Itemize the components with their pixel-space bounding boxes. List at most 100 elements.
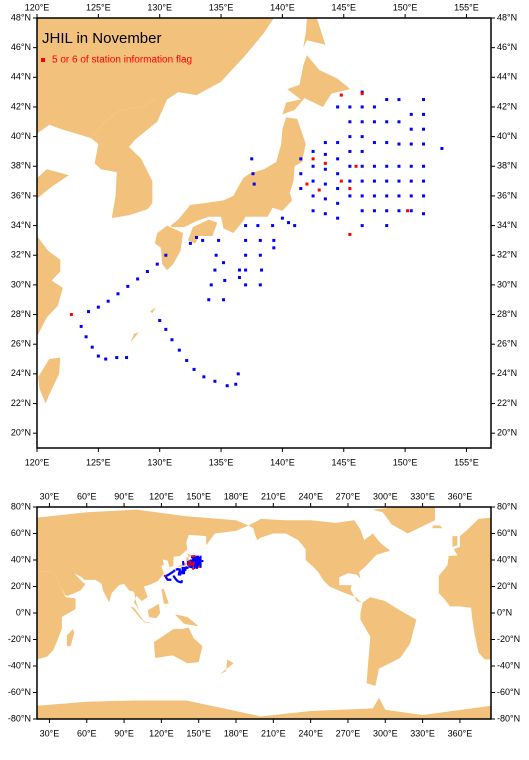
station-point — [190, 559, 193, 562]
station-point — [323, 152, 327, 156]
station-point — [175, 568, 178, 571]
x-tick-label: 240°E — [298, 491, 323, 501]
station-point — [225, 384, 229, 388]
y-tick-label: -20°N — [497, 634, 520, 644]
x-tick-label: 125°E — [86, 457, 111, 467]
station-point — [339, 93, 343, 97]
station-point — [280, 216, 284, 220]
y-tick-label: 40°N — [11, 554, 31, 564]
y-tick-label: 30°N — [11, 279, 31, 289]
station-point — [385, 120, 389, 124]
land — [37, 509, 249, 612]
station-point — [199, 557, 202, 560]
land — [37, 697, 491, 719]
station-point — [195, 555, 198, 558]
station-point — [339, 179, 343, 183]
station-point — [197, 564, 200, 567]
x-tick-label: 360°E — [448, 728, 473, 738]
y-tick-label: 38°N — [11, 161, 31, 171]
station-point — [323, 161, 327, 165]
station-point — [397, 164, 401, 168]
station-point — [179, 573, 182, 576]
station-point — [193, 557, 196, 560]
x-tick-label: 240°E — [298, 728, 323, 738]
station-point — [440, 146, 444, 150]
station-point — [348, 164, 352, 168]
station-point — [84, 335, 88, 339]
station-point — [360, 179, 364, 183]
station-point — [189, 559, 192, 562]
station-point — [197, 565, 200, 568]
y-tick-label: 30°N — [497, 279, 517, 289]
station-point — [195, 557, 198, 560]
y-tick-label: 0°N — [16, 607, 31, 617]
station-point — [237, 275, 241, 279]
y-tick-label: 36°N — [497, 190, 517, 200]
station-point — [260, 268, 264, 272]
station-point — [385, 141, 389, 145]
station-point — [197, 559, 200, 562]
land — [161, 589, 169, 604]
y-tick-label: -40°N — [497, 660, 520, 670]
station-point — [190, 566, 193, 569]
station-point — [348, 187, 352, 191]
station-point — [195, 565, 198, 568]
land — [372, 507, 436, 534]
x-tick-label: 125°E — [86, 2, 111, 12]
y-tick-label: -80°N — [8, 713, 31, 723]
station-point — [194, 565, 197, 568]
station-point — [397, 120, 401, 124]
station-point — [193, 566, 196, 569]
station-point — [192, 557, 195, 560]
station-point — [236, 372, 240, 376]
station-point — [237, 268, 241, 272]
station-point — [348, 135, 352, 139]
station-point — [372, 164, 376, 168]
station-point — [158, 318, 162, 322]
land — [38, 357, 61, 404]
station-point — [191, 555, 194, 558]
y-tick-label: 34°N — [497, 220, 517, 230]
x-tick-label: 150°E — [186, 491, 211, 501]
station-point — [323, 182, 327, 186]
station-point — [244, 283, 248, 287]
land — [149, 307, 157, 314]
y-tick-label: 20°N — [497, 428, 517, 438]
station-point — [409, 209, 413, 213]
land — [303, 18, 326, 48]
station-point — [422, 112, 426, 116]
station-point — [189, 561, 192, 564]
station-point — [195, 562, 198, 565]
y-tick-label: 0°N — [497, 607, 512, 617]
station-point — [317, 188, 321, 192]
station-point — [385, 164, 389, 168]
station-point — [397, 142, 401, 146]
y-tick-label: 44°N — [497, 72, 517, 82]
station-point — [181, 570, 184, 573]
station-point — [360, 135, 364, 139]
station-point — [201, 238, 205, 242]
station-point — [323, 167, 327, 171]
y-tick-label: 24°N — [497, 368, 517, 378]
station-layer — [69, 90, 444, 388]
station-point — [336, 201, 340, 205]
y-tick-label: 48°N — [497, 12, 517, 22]
station-point — [190, 560, 193, 563]
station-point — [193, 565, 196, 568]
station-point — [177, 568, 180, 571]
land — [37, 235, 63, 337]
station-point — [336, 216, 340, 220]
station-point — [258, 253, 262, 257]
station-point — [217, 238, 221, 242]
y-tick-label: 42°N — [11, 101, 31, 111]
station-point — [194, 561, 197, 564]
station-point — [178, 580, 181, 583]
station-point — [422, 142, 426, 146]
station-point — [198, 557, 201, 560]
land — [142, 620, 154, 624]
station-point — [199, 559, 202, 562]
y-tick-label: 34°N — [11, 220, 31, 230]
land — [37, 571, 76, 660]
x-tick-label: 300°E — [373, 491, 398, 501]
